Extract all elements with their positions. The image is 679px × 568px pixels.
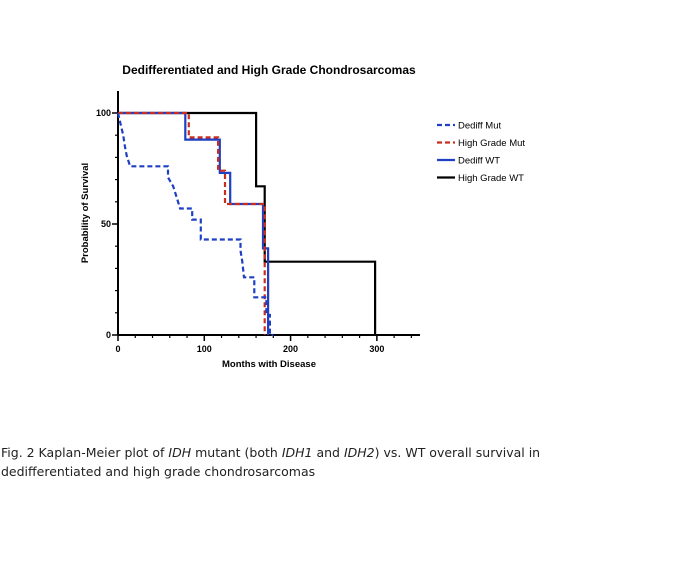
caption-middle1: mutant (both (191, 445, 282, 460)
figure-caption: Fig. 2 Kaplan-Meier plot of IDH mutant (… (1, 443, 641, 481)
y-axis-label: Probability of Survival (80, 163, 91, 263)
x-tick-label: 300 (369, 344, 384, 354)
caption-middle2: and (312, 445, 344, 460)
series-line-high-grade-wt (118, 111, 377, 335)
series-layer (116, 111, 377, 337)
y-tick-label: 100 (96, 108, 111, 118)
y-tick-label: 50 (101, 219, 111, 229)
x-axis-label: Months with Disease (222, 359, 316, 370)
legend-label: Dediff Mut (458, 121, 501, 132)
legend-label: Dediff WT (458, 156, 500, 167)
caption-gene: IDH (168, 445, 192, 460)
x-tick-label: 200 (283, 344, 298, 354)
series-line-high-grade-mut (118, 111, 266, 335)
caption-prefix: Fig. 2 Kaplan-Meier plot of (1, 445, 169, 460)
legend-label: High Grade Mut (458, 138, 525, 149)
caption-suffix: ) vs. WT overall survival in dedifferent… (1, 445, 541, 479)
legend: Dediff Mut High Grade Mut Dediff WT High Gr… (437, 121, 525, 184)
x-tick-label: 0 (115, 344, 120, 354)
legend-label: High Grade WT (458, 173, 524, 184)
series-line-dediff-mut (116, 112, 274, 337)
caption-gene1: IDH1 (281, 445, 313, 460)
series-line-dediff-wt (118, 111, 270, 335)
axes: 0 50 100 0 100 200 300 (96, 91, 420, 354)
x-tick-label: 100 (197, 344, 212, 354)
y-tick-label: 0 (106, 330, 111, 340)
chart-title: Dedifferentiated and High Grade Chondros… (122, 63, 416, 77)
caption-gene2: IDH2 (343, 445, 375, 460)
kaplan-meier-chart: Dedifferentiated and High Grade Chondros… (80, 63, 525, 370)
